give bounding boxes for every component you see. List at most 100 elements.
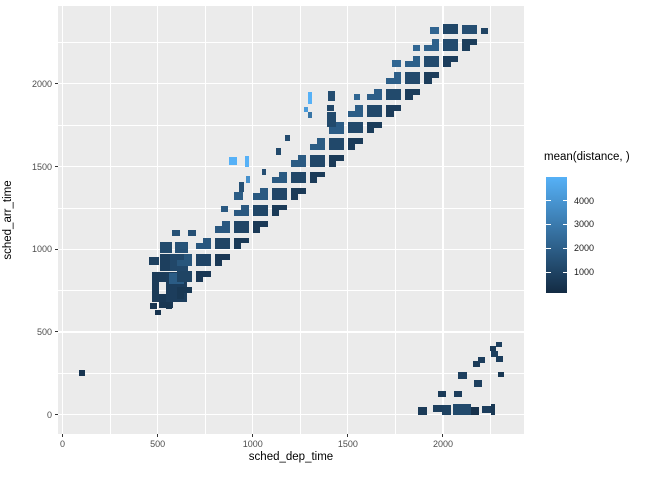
legend-tick-label: 4000 — [574, 195, 595, 206]
heatmap-tile — [221, 205, 229, 212]
legend-tick-label: 3000 — [574, 219, 595, 230]
x-tick-mark — [252, 434, 254, 437]
heatmap-tile — [438, 390, 447, 398]
gridline-vertical-major — [157, 6, 159, 434]
heatmap-tile — [290, 188, 299, 200]
heatmap-tile — [241, 204, 249, 210]
heatmap-tile — [149, 256, 159, 265]
heatmap-tile — [298, 155, 306, 161]
heatmap-tile — [423, 72, 432, 84]
heatmap-tile — [489, 345, 497, 352]
x-tick-mark — [157, 434, 159, 437]
x-tick-label: 2000 — [432, 439, 453, 449]
heatmap-tile — [214, 254, 223, 266]
legend-tick-mark-left — [546, 223, 551, 226]
heatmap-tile — [496, 342, 503, 348]
heatmap-tile — [430, 27, 439, 35]
heatmap-tile — [317, 138, 325, 144]
heatmap-tile — [336, 121, 344, 128]
y-tick-label: 1000 — [31, 244, 52, 255]
heatmap-tile — [298, 188, 306, 194]
y-tick-mark — [55, 414, 58, 416]
heatmap-tile — [271, 176, 287, 184]
heatmap-tile — [347, 121, 363, 134]
heatmap-tile — [478, 356, 485, 363]
heatmap-tile — [239, 182, 245, 192]
x-tick-mark — [62, 434, 64, 437]
legend-tick-mark-right — [562, 199, 567, 202]
heatmap-tile — [222, 221, 230, 227]
legend-title: mean(distance, ) — [544, 151, 630, 163]
heatmap-tile — [454, 390, 462, 398]
heatmap-tile — [180, 243, 188, 250]
heatmap-tile — [498, 372, 504, 378]
gridline-horizontal-minor — [58, 207, 524, 209]
heatmap-tile — [158, 293, 167, 303]
heatmap-tile — [252, 221, 261, 233]
legend-tick-mark-right — [562, 223, 567, 226]
heatmap-tile — [279, 204, 287, 211]
x-axis-title: sched_dep_time — [248, 451, 334, 463]
heatmap-tile — [172, 230, 181, 237]
y-tick-label: 500 — [36, 326, 52, 337]
y-tick-mark — [55, 166, 58, 168]
heatmap-tile — [252, 204, 268, 217]
gridline-horizontal-major — [58, 248, 524, 250]
heatmap-tile — [412, 88, 420, 95]
heatmap-tile — [195, 254, 211, 266]
heatmap-tile — [229, 156, 238, 165]
heatmap-tile — [412, 44, 420, 51]
heatmap-tile — [423, 55, 439, 68]
legend-tick-mark-left — [546, 199, 551, 202]
heatmap-tile — [203, 237, 211, 243]
heatmap-tile — [271, 188, 287, 200]
gridline-horizontal-major — [58, 331, 524, 333]
heatmap-tile — [347, 138, 356, 151]
heatmap-tile — [303, 106, 308, 112]
heatmap-tile — [442, 24, 458, 35]
heatmap-tile — [222, 254, 230, 260]
heatmap-tile — [308, 92, 313, 104]
gridline-horizontal-major — [58, 83, 524, 85]
x-tick-label: 0 — [60, 439, 66, 449]
heatmap-tile — [385, 77, 401, 84]
heatmap-tile — [404, 72, 420, 84]
heatmap-tile — [290, 160, 306, 167]
heatmap-tile — [442, 55, 451, 68]
heatmap-tile — [328, 127, 344, 134]
plot-panel — [58, 6, 524, 434]
heatmap-tile — [474, 380, 482, 388]
heatmap-tile — [150, 303, 157, 309]
heatmap-tile — [233, 209, 249, 217]
heatmap-tile — [260, 188, 268, 194]
heatmap-tile — [423, 44, 439, 51]
heatmap-tile — [391, 60, 401, 68]
heatmap-tile — [470, 407, 479, 415]
heatmap-tile — [461, 39, 470, 51]
heatmap-tile — [233, 221, 249, 233]
x-tick-label: 1500 — [337, 439, 358, 449]
heatmap-tile — [233, 237, 242, 250]
heatmap-tile — [252, 193, 268, 200]
heatmap-tile — [309, 155, 325, 167]
heatmap-tile — [260, 221, 268, 227]
heatmap-tile — [184, 254, 192, 260]
heatmap-tile — [184, 287, 192, 294]
heatmap-tile — [353, 94, 361, 101]
heatmap-tile — [326, 105, 334, 111]
heatmap-tile — [374, 88, 382, 95]
heatmap-tile — [326, 112, 337, 127]
gridline-horizontal-minor — [58, 124, 524, 126]
heatmap-tile — [290, 171, 306, 184]
heatmap-tile — [160, 253, 171, 271]
legend-colorbar — [546, 177, 567, 293]
gridline-horizontal-minor — [58, 42, 524, 43]
heatmap-tile — [245, 155, 250, 167]
heatmap-tile — [176, 270, 192, 283]
heatmap-tile — [154, 309, 161, 316]
gridline-vertical-major — [61, 6, 64, 434]
heatmap-tile — [317, 171, 325, 178]
legend-tick-mark-left — [546, 271, 551, 273]
gridline-vertical-minor — [395, 6, 396, 434]
